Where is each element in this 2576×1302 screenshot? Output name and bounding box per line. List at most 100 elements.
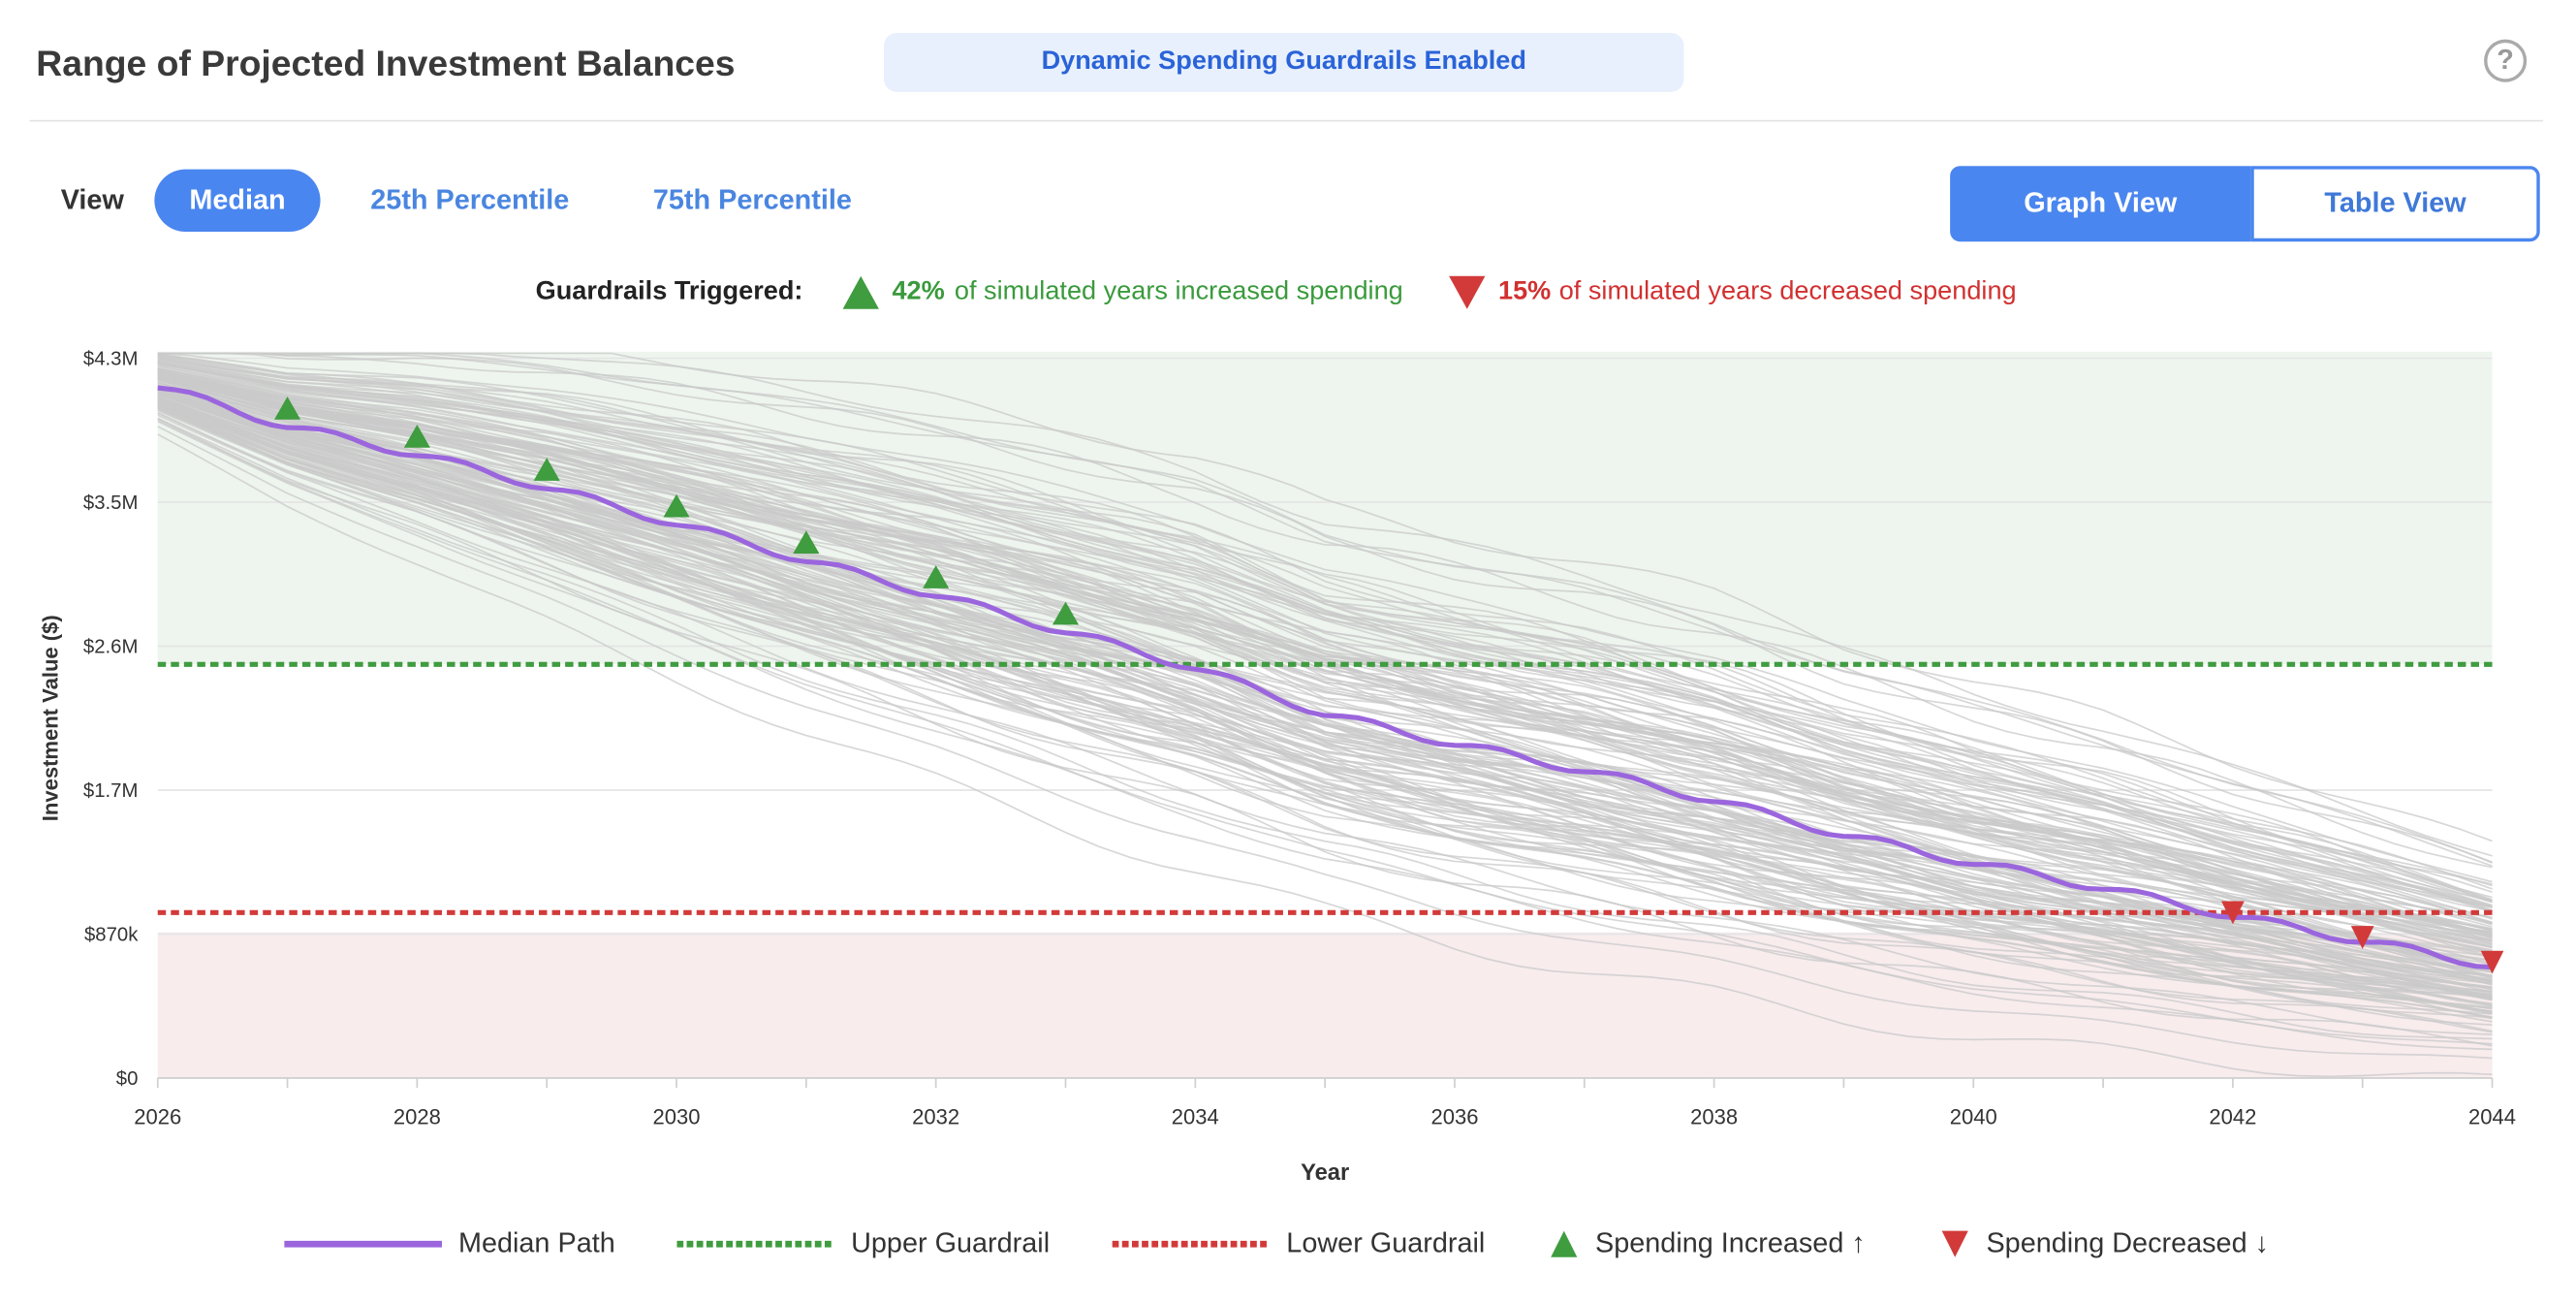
simulated-path: [157, 362, 2493, 907]
header-divider: [29, 119, 2544, 122]
increased-text: of simulated years increased spending: [954, 277, 1403, 306]
simulated-path: [157, 433, 2493, 1078]
simulated-path: [157, 405, 2493, 1015]
simulated-path: [157, 389, 2493, 973]
x-tick-label: 2032: [912, 1104, 959, 1128]
simulated-path: [157, 354, 2493, 899]
simulated-path: [157, 398, 2493, 996]
view-option-median[interactable]: Median: [154, 169, 321, 233]
triangle-up-icon: [1551, 1230, 1578, 1257]
legend-spending-decreased: Spending Decreased ↓: [1940, 1227, 2269, 1260]
simulated-path: [157, 352, 2493, 883]
spending-markers: [273, 397, 2504, 974]
simulated-path: [157, 372, 2493, 939]
y-tick-label: $4.3M: [83, 348, 139, 369]
simulated-path: [157, 412, 2493, 1033]
simulated-path: [157, 362, 2493, 908]
simulated-path: [157, 352, 2493, 857]
decreased-text: of simulated years decreased spending: [1558, 277, 2017, 306]
simulated-path: [157, 397, 2493, 990]
y-tick-label: $870k: [84, 924, 139, 945]
simulated-path: [157, 368, 2493, 926]
simulated-path: [157, 400, 2493, 1007]
simulated-path: [157, 420, 2493, 1051]
simulated-path: [157, 397, 2493, 994]
simulated-path: [157, 363, 2493, 912]
legend-spending-increased: Spending Increased ↑: [1550, 1227, 1866, 1260]
increased-percent: 42%: [892, 277, 945, 306]
simulated-path: [157, 373, 2493, 937]
question-circle-icon[interactable]: ?: [2484, 39, 2528, 82]
triangle-down-icon: [1449, 275, 1486, 309]
legend-lower-guardrail: Lower Guardrail: [1112, 1227, 1486, 1259]
simulated-path: [157, 417, 2493, 1040]
guardrails-enabled-banner: Dynamic Spending Guardrails Enabled: [883, 32, 1684, 92]
simulated-path: [157, 361, 2493, 911]
x-tick-label: 2040: [1950, 1104, 1997, 1128]
x-tick-label: 2036: [1430, 1104, 1478, 1128]
spending-increased-marker: [793, 530, 820, 554]
investment-balance-chart: 2026 2028 2030 2032 2034 2036 2038 2040 2042 2044…: [38, 348, 2516, 1186]
view-option-75th-percentile[interactable]: 75th Percentile: [652, 183, 852, 216]
legend-median: Median Path: [284, 1227, 615, 1259]
spending-decreased-marker: [2221, 901, 2245, 925]
x-tick-label: 2026: [134, 1104, 181, 1128]
simulated-path: [157, 353, 2493, 890]
simulated-path: [157, 367, 2493, 919]
y-tick-label: $3.5M: [83, 492, 139, 514]
legend-upper-guardrail: Upper Guardrail: [676, 1227, 1051, 1259]
simulated-path: [157, 426, 2493, 1060]
simulated-path: [157, 406, 2493, 1018]
guardrails-summary: Guardrails Triggered: 42% of simulated y…: [0, 272, 2576, 315]
simulated-path: [157, 400, 2493, 1000]
simulated-path: [157, 400, 2493, 1000]
spending-decreased-marker: [2480, 950, 2504, 974]
simulated-path: [157, 407, 2493, 1015]
view-label: View: [60, 183, 124, 216]
spending-increased-marker: [663, 493, 690, 518]
median-path-line: [157, 385, 2493, 970]
simulated-path: [157, 390, 2493, 977]
simulated-path: [157, 414, 2493, 1035]
simulated-path: [157, 417, 2493, 1047]
simulated-path: [157, 367, 2493, 928]
x-tick-label: 2044: [2468, 1104, 2516, 1128]
simulated-path: [157, 357, 2493, 902]
simulated-path: [157, 409, 2493, 1026]
guardrails-label: Guardrails Triggered:: [535, 277, 803, 306]
simulated-path: [157, 352, 2493, 867]
page-title: Range of Projected Investment Balances: [36, 43, 736, 84]
legend: Median Path Upper Guardrail Lower Guardr…: [0, 1224, 2576, 1270]
spending-increased-marker: [533, 458, 560, 481]
simulated-path: [157, 352, 2493, 864]
simulated-path: [157, 354, 2493, 887]
table-view-button[interactable]: Table View: [2250, 166, 2540, 242]
simulated-path: [157, 367, 2493, 924]
simulated-path: [157, 393, 2493, 989]
simulated-path: [157, 373, 2493, 935]
x-axis-ticks: 2026 2028 2030 2032 2034 2036 2038 2040 2042 2044: [134, 1078, 2516, 1128]
y-tick-label: $0: [116, 1068, 139, 1090]
spending-decreased-marker: [2350, 926, 2374, 949]
x-tick-label: 2042: [2209, 1104, 2256, 1128]
header: Range of Projected Investment Balances D…: [0, 0, 2576, 121]
simulated-path: [157, 391, 2493, 982]
simulated-path: [157, 352, 2493, 869]
simulated-path: [157, 374, 2493, 936]
simulated-path: [157, 355, 2493, 893]
graph-view-button[interactable]: Graph View: [1950, 166, 2251, 242]
simulated-path: [157, 398, 2493, 1004]
y-tick-label: $1.7M: [83, 780, 139, 802]
triangle-up-icon: [842, 275, 879, 309]
view-option-25th-percentile[interactable]: 25th Percentile: [370, 183, 570, 216]
simulated-path: [157, 405, 2493, 1010]
x-tick-label: 2034: [1172, 1104, 1219, 1128]
spending-increased-marker: [923, 565, 950, 588]
simulated-path: [157, 354, 2493, 885]
simulated-path: [157, 407, 2493, 1023]
y-axis-ticks: $0 $870k $1.7M $2.6M $3.5M $4.3M: [83, 348, 139, 1089]
y-tick-label: $2.6M: [83, 636, 139, 657]
simulated-path: [157, 372, 2493, 932]
simulated-path: [157, 402, 2493, 1009]
simulated-path: [157, 405, 2493, 1013]
